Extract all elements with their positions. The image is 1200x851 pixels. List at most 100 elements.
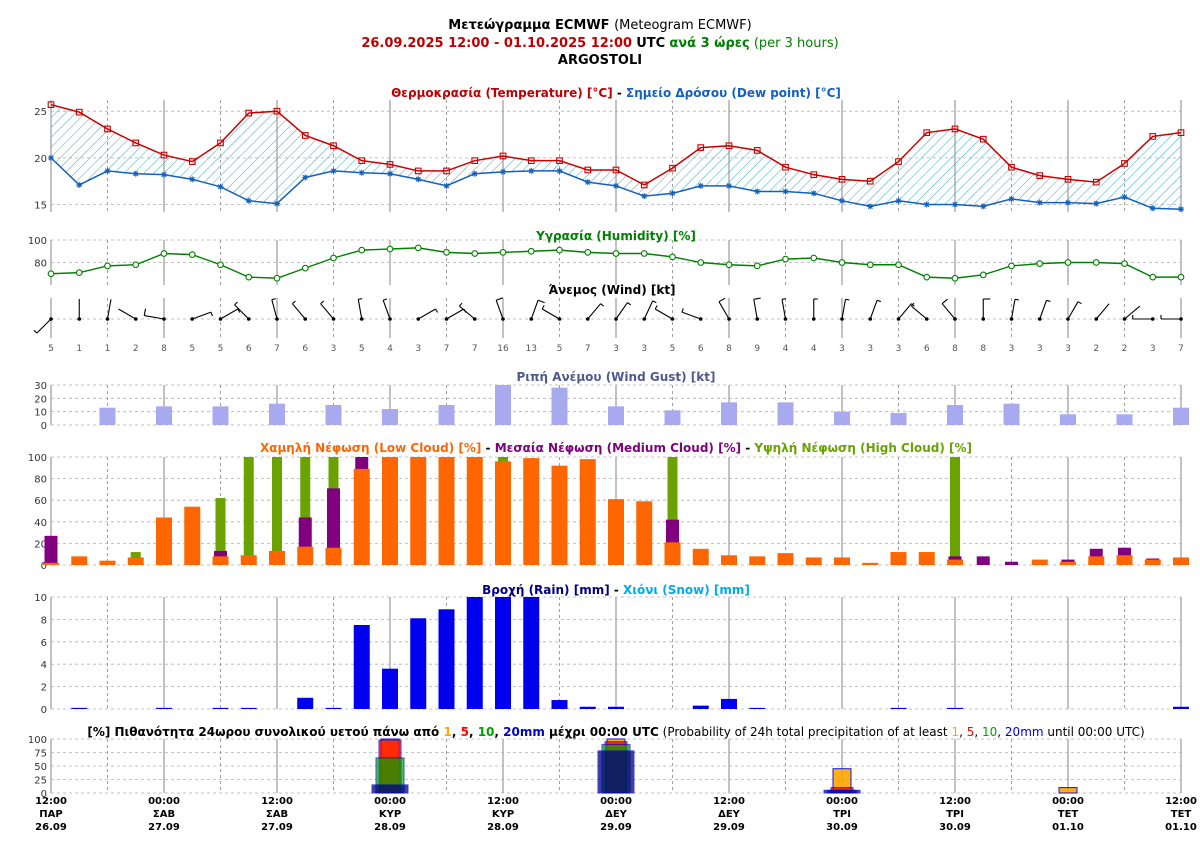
humidity-point (640, 250, 648, 257)
panel-title: Υγρασία (Humidity) [%] (535, 229, 696, 243)
wind-barb-feather (911, 302, 915, 307)
time-axis-time: 12:00 (487, 796, 519, 807)
gust-bar (1116, 414, 1133, 425)
humidity-point (358, 246, 366, 254)
humidity-point (866, 261, 874, 269)
rain-bar (579, 706, 596, 709)
wind-barb-feather (234, 301, 238, 306)
humidity-point (951, 274, 959, 282)
panel-title-part: , (469, 725, 478, 739)
gust-bar (495, 385, 511, 425)
wind-barb-origin (529, 317, 534, 321)
low-cloud-bar (156, 517, 172, 565)
wind-barb-feather (681, 308, 684, 313)
rain-bar (466, 597, 483, 709)
panel-precip: 0 2 4 6 8 10 Βροχή (Rain) [mm] - Χιόνι (Snow) … (34, 583, 1189, 716)
wind-barb (541, 308, 560, 320)
panel-title: [%] Πιθανότητα 24ωρου συνολικού υετού πά… (87, 725, 1144, 739)
rain-bar (1173, 706, 1189, 709)
dewpoint-point (641, 193, 648, 200)
rain-bar (156, 707, 172, 709)
wind-barb (1124, 305, 1141, 320)
wind-barb-feather (358, 298, 363, 300)
gust-bar (382, 409, 398, 425)
temperature-point (640, 181, 648, 189)
temperature-point (104, 125, 111, 133)
high-cloud-bar (950, 457, 960, 565)
wind-barb-feather (143, 308, 147, 316)
temperature-point (782, 163, 789, 171)
wind-speed-label: 3 (331, 344, 337, 354)
wind-barb (382, 300, 391, 320)
wind-speed-label: 3 (867, 344, 873, 354)
dewpoint-point (726, 182, 732, 189)
panel-title-part: , (997, 725, 1005, 739)
dewpoint-point (1149, 205, 1156, 212)
time-axis-time: 12:00 (261, 796, 293, 807)
wind-speed-label: 4 (783, 344, 789, 354)
rain-bar (523, 597, 540, 709)
wind-barb-feather (1077, 301, 1082, 305)
low-cloud-bar (749, 556, 766, 565)
y-tick-label: 10 (34, 593, 47, 604)
location-name: ARGOSTOLI (557, 53, 643, 68)
y-tick-label: 100 (28, 453, 47, 464)
time-axis-time: 00:00 (826, 796, 858, 807)
temperature-point (725, 142, 733, 150)
time-axis-time: 12:00 (713, 796, 745, 807)
temperature-point (301, 132, 309, 139)
y-tick-label: 0 (41, 705, 47, 716)
gust-bar (777, 402, 794, 425)
low-cloud-bar (43, 562, 59, 565)
humidity-point (527, 247, 535, 255)
wind-speed-label: 5 (48, 344, 54, 354)
temperature-point (1092, 178, 1100, 186)
wind-barb (36, 318, 52, 334)
wind-speed-label: 7 (444, 344, 450, 354)
dewpoint-point (330, 167, 337, 174)
y-tick-label: 4 (41, 660, 47, 671)
wind-barb (654, 308, 673, 320)
temperature-point (1008, 163, 1015, 171)
dewpoint-point (1065, 199, 1071, 206)
wind-barb-origin (162, 317, 166, 321)
wind-barb-feather (271, 298, 276, 301)
time-axis-date: 28.09 (487, 822, 519, 833)
wind-barb (781, 299, 787, 320)
y-tick-label: 6 (41, 638, 47, 649)
probability-bar-1 (1058, 787, 1078, 794)
humidity-point (669, 253, 676, 261)
dewpoint-point (952, 201, 958, 208)
gust-bar (1003, 403, 1020, 425)
rain-bar (551, 700, 568, 709)
time-axis-date: 26.09 (35, 822, 67, 833)
wind-speed-label: 1 (76, 344, 82, 354)
wind-barb (530, 300, 539, 320)
gust-bar (608, 406, 624, 425)
gust-bar (325, 405, 342, 425)
temperature-point (669, 164, 676, 172)
y-tick-label: 20 (34, 394, 47, 405)
temperature-point (866, 177, 874, 185)
dewpoint-point (104, 167, 111, 174)
time-axis-time: 00:00 (1052, 796, 1084, 807)
wind-barb-feather (627, 302, 632, 306)
low-cloud-bar (410, 457, 427, 565)
high-cloud-bar (272, 457, 282, 565)
temperature-point (1177, 129, 1185, 137)
time-axis-day: ΤΕΤ (1171, 809, 1192, 820)
wind-barb-feather (237, 308, 241, 313)
rain-bar (325, 707, 342, 709)
low-cloud-bar (71, 556, 88, 565)
temperature-point (245, 109, 253, 117)
temperature-line (50, 103, 1182, 186)
wind-barb-origin (1094, 317, 1099, 321)
wind-barb (1067, 301, 1079, 320)
gust-bar (947, 405, 963, 425)
temperature-point (979, 135, 987, 143)
wind-barb-origin (868, 317, 873, 321)
humidity-point (782, 255, 789, 263)
wind-barb-origin (444, 317, 449, 321)
panel-wind: Άνεμος (Wind) [kt] 5 1 1 2 8 5 5 6 7 6 3 5 4 3 7 7 16 13 5 7… (33, 283, 1184, 354)
wind-barb-feather (941, 298, 948, 305)
